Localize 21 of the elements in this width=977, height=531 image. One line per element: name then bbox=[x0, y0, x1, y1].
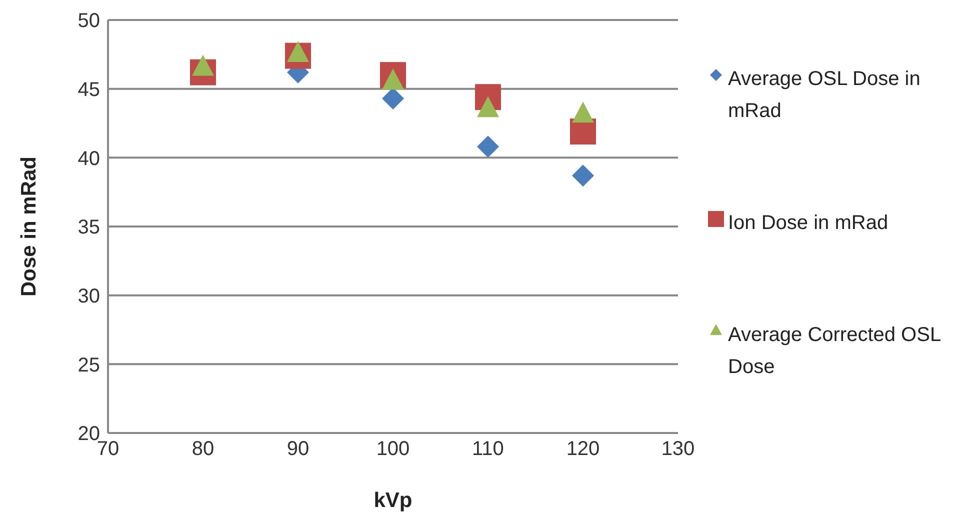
y-axis-title: Dose in mRad bbox=[17, 156, 40, 297]
x-tick-label: 120 bbox=[566, 438, 600, 460]
x-tick-label: 90 bbox=[286, 438, 310, 460]
y-tick-label: 40 bbox=[78, 148, 100, 170]
y-tick-label: 50 bbox=[78, 10, 100, 32]
point bbox=[572, 102, 594, 123]
y-tick-label: 35 bbox=[78, 216, 100, 239]
x-tick-label: 70 bbox=[96, 438, 120, 460]
legend-label: Ion Dose in mRad bbox=[728, 211, 888, 236]
legend-label: Average OSL Dose in mRad bbox=[728, 67, 922, 124]
x-axis-title: kVp bbox=[374, 489, 412, 512]
point bbox=[477, 136, 499, 158]
x-tick-label: 110 bbox=[472, 438, 504, 460]
x-tick-label: 100 bbox=[376, 438, 410, 460]
y-tick-label: 30 bbox=[78, 285, 100, 308]
y-tick-label: 45 bbox=[78, 78, 100, 101]
y-tick-label: 25 bbox=[78, 354, 100, 376]
x-tick-label: 80 bbox=[192, 438, 214, 460]
legend-label: Average Corrected OSL Dose bbox=[728, 323, 942, 380]
x-tick-label: 130 bbox=[661, 438, 695, 460]
point bbox=[572, 164, 594, 187]
